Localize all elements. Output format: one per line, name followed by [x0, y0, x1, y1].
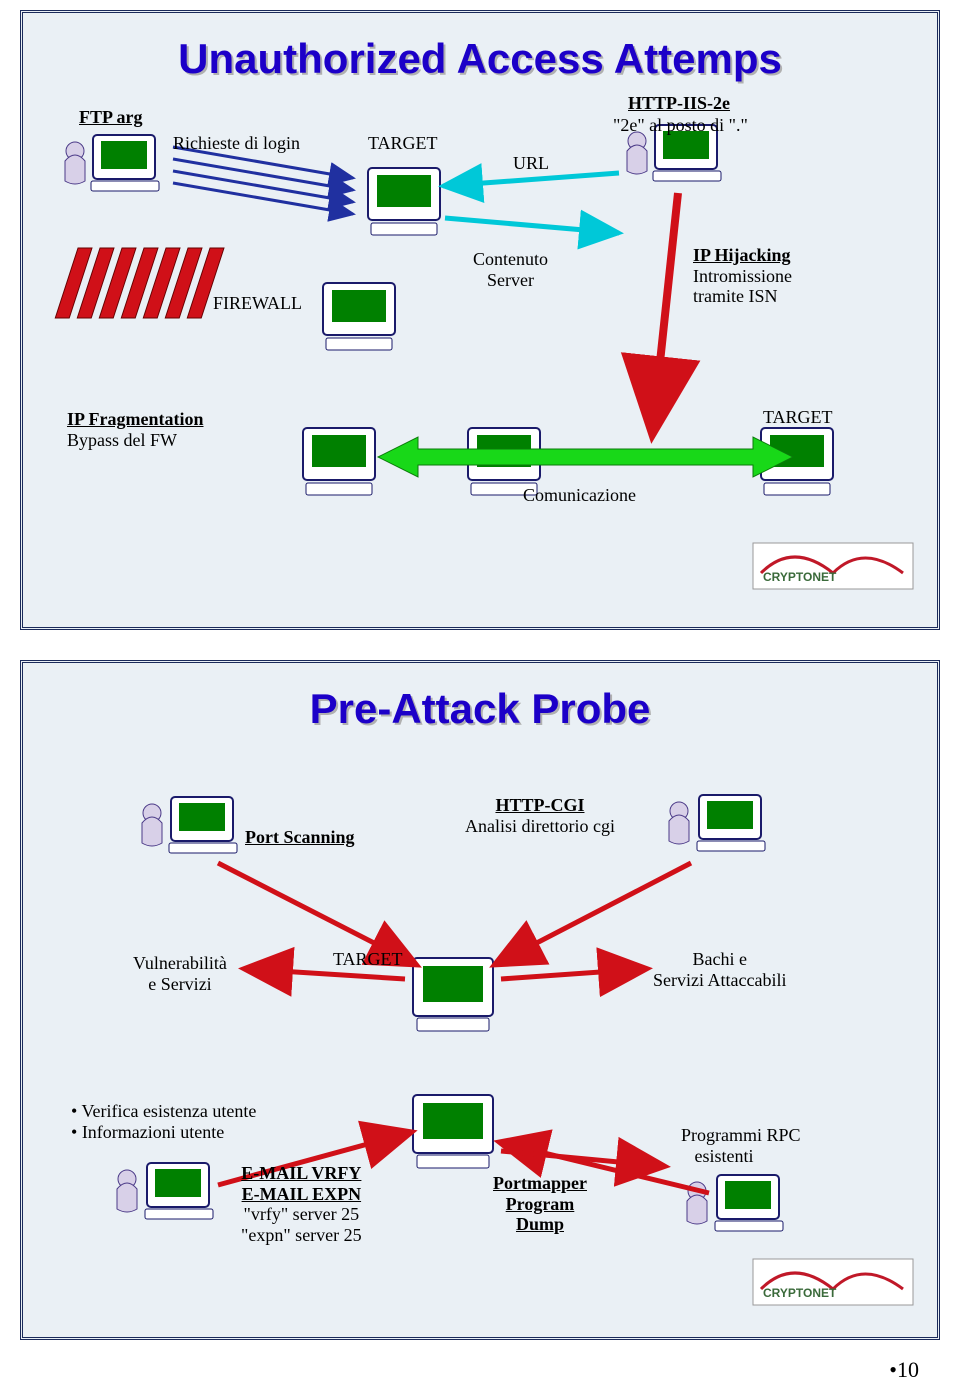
cryptonet-logo2: CRYPTONET	[753, 1259, 913, 1305]
cryptonet-logo: CRYPTONET	[753, 543, 913, 589]
iis-label: HTTP-IIS-2e	[628, 93, 730, 114]
vrfy-label: E-MAIL VRFY E-MAIL EXPN "vrfy" server 25…	[241, 1163, 362, 1246]
svg-text:CRYPTONET: CRYPTONET	[763, 570, 837, 584]
firewall-label: FIREWALL	[213, 293, 302, 314]
hijack-label: IP Hijacking Intromissione tramite ISN	[693, 245, 792, 307]
content-arrow	[445, 218, 619, 233]
rpc-label: Programmi RPC esistenti	[681, 1125, 801, 1166]
cgi-label: HTTP-CGI Analisi direttorio cgi	[465, 795, 615, 836]
target3-label: TARGET	[333, 949, 403, 970]
sprite-4	[669, 802, 689, 844]
computer-target1	[368, 168, 440, 235]
green-double-arrow	[378, 437, 793, 477]
portmap-label: Portmapper Program Dump	[493, 1173, 587, 1235]
slide1-svg: CRYPTONET	[23, 13, 943, 633]
arrow-bachi	[501, 969, 643, 979]
computer-10	[145, 1163, 213, 1219]
iis-sub-label: "2e" al posto di "."	[613, 115, 748, 136]
slide-preattack: Pre-Attack Probe	[20, 660, 940, 1340]
ftp-arrows	[173, 147, 353, 214]
bachi-label: Bachi eServizi Attaccabili	[653, 949, 786, 990]
port-label: Port Scanning	[245, 827, 355, 848]
url-arrow	[443, 173, 619, 186]
hijack-arrow	[653, 193, 678, 428]
slide-unauthorized: Unauthorized Access Attemps	[20, 10, 940, 630]
url-label: URL	[513, 153, 549, 174]
content-label: ContenutoServer	[473, 249, 548, 290]
sprite-2	[627, 132, 647, 174]
arrow-cgi	[498, 863, 691, 963]
frag-label: IP Fragmentation Bypass del FW	[67, 409, 204, 450]
computer-8	[697, 795, 765, 851]
target2-label: TARGET	[763, 407, 833, 428]
computer-4	[303, 428, 375, 495]
slide2-svg: CRYPTONET	[23, 663, 943, 1343]
arrow-port	[218, 863, 413, 963]
computer-7	[169, 797, 237, 853]
svg-text:CRYPTONET: CRYPTONET	[763, 1286, 837, 1300]
sprite-3	[142, 804, 162, 846]
firewall-bars	[55, 248, 224, 318]
target1-label: TARGET	[368, 133, 438, 154]
sprite-1	[65, 142, 85, 184]
sprite-5	[117, 1170, 137, 1212]
computer-11	[715, 1175, 783, 1231]
ftp-arg-label: FTP arg	[79, 107, 143, 128]
comm-label: Comunicazione	[523, 485, 636, 506]
page-number: •10	[889, 1357, 919, 1383]
computer-target2	[413, 958, 493, 1031]
computer-9	[413, 1095, 493, 1168]
arrow-vuln	[248, 969, 405, 979]
bullets: Verifica esistenza utente Informazioni u…	[71, 1101, 256, 1142]
vuln-label: Vulnerabilitàe Servizi	[133, 953, 227, 994]
computer-1	[91, 135, 159, 191]
computer-3	[323, 283, 395, 350]
ftp-sub-label: Richieste di login	[173, 133, 300, 154]
